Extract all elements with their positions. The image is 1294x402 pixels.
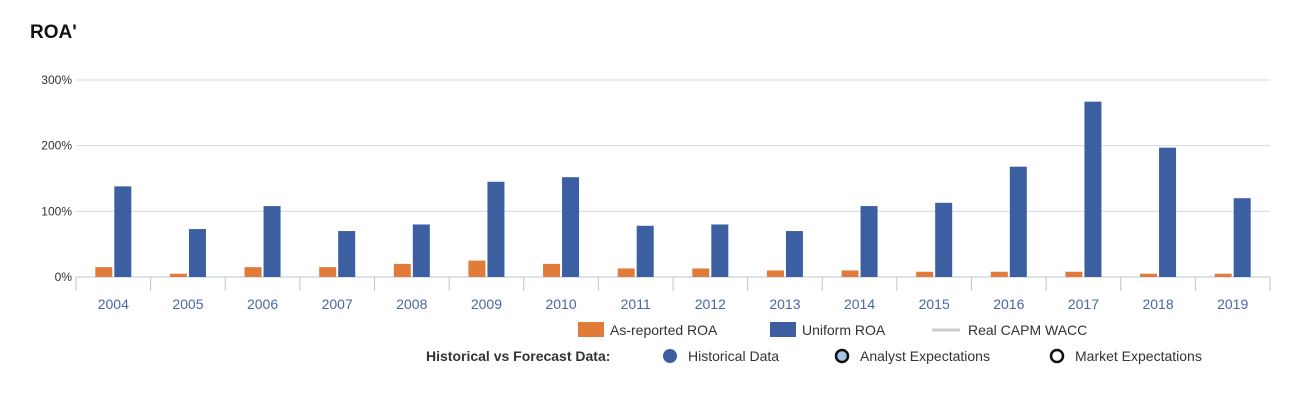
bar-as-reported-roa — [692, 268, 710, 277]
x-tick-label: 2009 — [471, 296, 502, 312]
bar-uniform-roa — [1009, 166, 1027, 277]
legend-swatch — [578, 322, 604, 337]
x-tick-label: 2011 — [621, 296, 651, 312]
x-tick-label: 2018 — [1142, 296, 1173, 312]
bar-as-reported-roa — [841, 270, 859, 277]
bar-as-reported-roa — [1214, 273, 1232, 277]
y-tick-label: 100% — [41, 204, 72, 218]
forecast-legend-item-label: Historical Data — [688, 348, 779, 364]
chart-title: ROA' — [30, 22, 77, 43]
legend-marker-market — [1049, 348, 1065, 364]
bar-as-reported-roa — [319, 267, 337, 277]
x-tick-label: 2004 — [98, 296, 129, 312]
legend-swatch — [770, 322, 796, 337]
bar-uniform-roa — [785, 231, 803, 277]
bar-as-reported-roa — [617, 268, 635, 277]
forecast-legend-label: Historical vs Forecast Data: — [426, 348, 610, 364]
bar-as-reported-roa — [916, 271, 934, 277]
bar-uniform-roa — [935, 202, 953, 277]
bar-as-reported-roa — [543, 263, 561, 277]
x-tick-label: 2006 — [247, 296, 278, 312]
y-tick-label: 300% — [41, 73, 72, 87]
bar-uniform-roa — [263, 206, 281, 277]
x-tick-label: 2014 — [844, 296, 875, 312]
bar-uniform-roa — [711, 224, 729, 277]
x-tick-label: 2007 — [322, 296, 353, 312]
bar-as-reported-roa — [990, 271, 1008, 277]
bar-uniform-roa — [860, 206, 878, 277]
bar-uniform-roa — [487, 181, 505, 277]
y-tick-label: 200% — [41, 139, 72, 153]
bar-uniform-roa — [338, 231, 356, 277]
x-tick-label: 2012 — [695, 296, 726, 312]
x-tick-label: 2010 — [545, 296, 576, 312]
legend-label: As-reported ROA — [610, 322, 718, 338]
x-tick-label: 2008 — [396, 296, 427, 312]
forecast-legend-item-label: Analyst Expectations — [860, 348, 990, 364]
bar-uniform-roa — [636, 225, 654, 277]
x-tick-label: 2005 — [172, 296, 203, 312]
legend-marker-historical — [663, 349, 677, 363]
legend-label: Real CAPM WACC — [968, 322, 1087, 338]
x-tick-label: 2016 — [993, 296, 1024, 312]
bar-uniform-roa — [1233, 198, 1251, 277]
bar-uniform-roa — [1084, 101, 1102, 277]
legend-marker-analyst — [834, 348, 850, 364]
forecast-legend-item-label: Market Expectations — [1075, 348, 1202, 364]
bar-uniform-roa — [562, 177, 580, 277]
x-tick-label: 2013 — [769, 296, 800, 312]
bar-as-reported-roa — [169, 273, 187, 277]
bar-as-reported-roa — [244, 267, 262, 277]
bar-as-reported-roa — [95, 267, 113, 277]
x-tick-label: 2017 — [1068, 296, 1099, 312]
bar-as-reported-roa — [1140, 273, 1158, 277]
bar-uniform-roa — [1159, 147, 1177, 277]
x-tick-label: 2019 — [1217, 296, 1248, 312]
bar-as-reported-roa — [1065, 271, 1083, 277]
bar-uniform-roa — [188, 229, 206, 277]
bar-as-reported-roa — [766, 270, 784, 277]
bar-uniform-roa — [412, 224, 430, 277]
bar-uniform-roa — [114, 186, 132, 277]
bar-as-reported-roa — [468, 260, 486, 277]
y-tick-label: 0% — [55, 270, 73, 284]
x-tick-label: 2015 — [919, 296, 950, 312]
bar-as-reported-roa — [393, 263, 411, 277]
legend-label: Uniform ROA — [802, 322, 886, 338]
